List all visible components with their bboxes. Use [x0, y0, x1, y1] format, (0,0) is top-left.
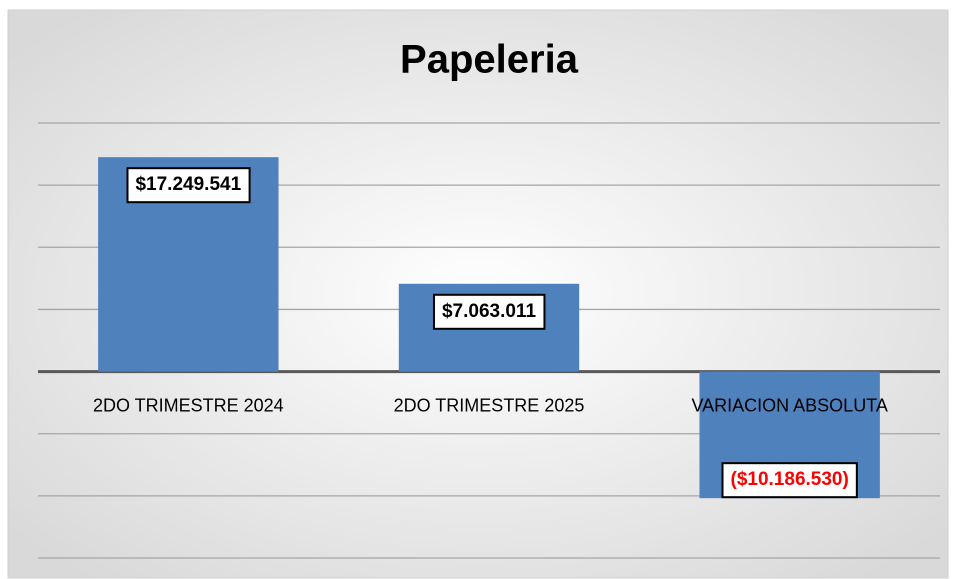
x-tick-label: 2DO TRIMESTRE 2024 [93, 395, 284, 415]
data-label: $7.063.011 [442, 301, 536, 322]
data-label-box [721, 462, 858, 499]
x-tick-label: 2DO TRIMESTRE 2025 [394, 395, 585, 415]
data-label: ($10.186.530) [731, 469, 849, 490]
data-label-box [126, 167, 251, 204]
x-tick-label: VARIACION ABSOLUTA [691, 395, 887, 415]
data-label-box [432, 293, 546, 330]
data-label: $17.249.541 [135, 174, 241, 195]
chart-title: Papeleria [400, 38, 579, 82]
